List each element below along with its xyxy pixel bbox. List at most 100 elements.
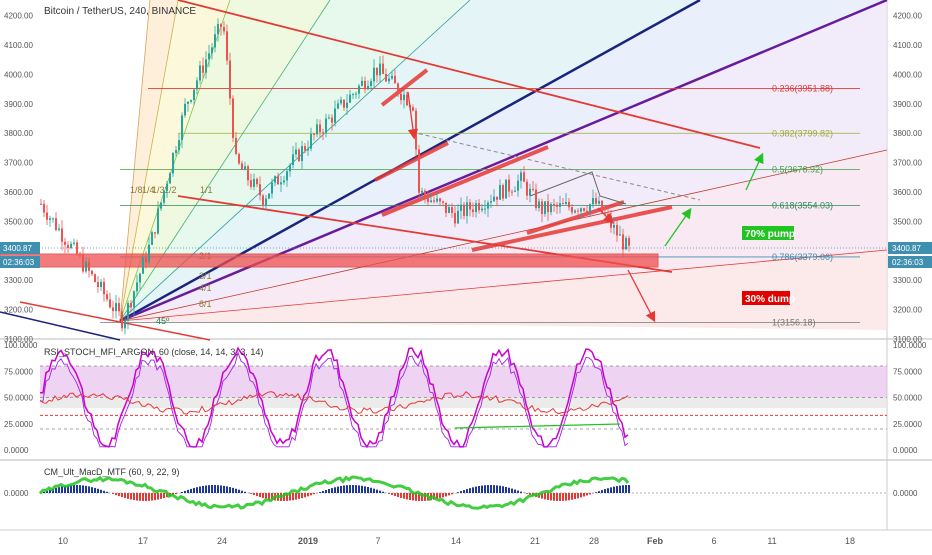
macd-histogram-bar xyxy=(334,487,336,493)
price-candle xyxy=(583,208,585,211)
time-axis-tick: 28 xyxy=(589,536,599,546)
left-price-tick: 3500.00 xyxy=(4,217,33,226)
price-candle xyxy=(586,211,588,212)
macd-histogram-bar xyxy=(457,492,459,493)
price-candle xyxy=(223,27,225,31)
price-candle xyxy=(229,60,231,98)
macd-histogram-bar xyxy=(448,493,450,495)
price-candle xyxy=(469,202,471,209)
rsi-axis-tick: 75.0000 xyxy=(893,367,922,376)
macd-histogram-bar xyxy=(508,488,510,493)
macd-histogram-bar xyxy=(478,486,480,493)
macd-histogram-bar xyxy=(460,491,462,493)
price-axis-tick: 3200.00 xyxy=(893,306,922,315)
price-candle xyxy=(523,172,525,181)
price-candle xyxy=(226,31,228,60)
macd-histogram-bar xyxy=(514,490,516,493)
fib-level-label: 0.5(3676.92) xyxy=(772,164,823,174)
price-candle xyxy=(403,95,405,101)
price-candle xyxy=(619,234,621,235)
price-candle xyxy=(106,294,108,299)
macd-histogram-bar xyxy=(292,493,294,500)
macd-histogram-bar xyxy=(481,486,483,493)
price-candle xyxy=(445,203,447,213)
left-price-tick: 4200.00 xyxy=(4,12,33,21)
macd-histogram-bar xyxy=(373,489,375,493)
price-candle xyxy=(532,189,534,190)
macd-histogram-bar xyxy=(229,487,231,493)
price-candle xyxy=(412,107,414,110)
macd-histogram-bar xyxy=(574,493,576,499)
macd-histogram-bar xyxy=(589,493,591,494)
price-candle xyxy=(238,154,240,163)
price-candle xyxy=(244,166,246,170)
macd-histogram-bar xyxy=(349,485,351,493)
price-candle xyxy=(232,98,234,137)
macd-histogram-bar xyxy=(328,489,330,493)
price-candle xyxy=(91,271,93,274)
macd-histogram-bar xyxy=(223,486,225,493)
macd-histogram-bar xyxy=(361,486,363,493)
price-candle xyxy=(283,180,285,182)
price-candle xyxy=(421,191,423,193)
price-candle xyxy=(331,118,333,123)
macd-histogram-bar xyxy=(595,492,597,493)
time-axis-tick: 14 xyxy=(451,536,461,546)
macd-histogram-bar xyxy=(550,493,552,500)
price-candle xyxy=(64,242,66,245)
macd-histogram-bar xyxy=(475,487,477,493)
macd-histogram-bar xyxy=(376,490,378,493)
price-candle xyxy=(130,303,132,307)
macd-histogram-bar xyxy=(148,493,150,501)
price-candle xyxy=(250,180,252,187)
left-rsi-tick: 0.0000 xyxy=(4,446,29,455)
price-candle xyxy=(385,74,387,81)
macd-histogram-bar xyxy=(232,488,234,493)
macd-histogram-bar xyxy=(133,493,135,500)
macd-histogram-bar xyxy=(526,493,528,494)
macd-histogram-bar xyxy=(547,493,549,500)
macd-histogram-bar xyxy=(187,490,189,493)
price-candle xyxy=(571,207,573,212)
macd-histogram-bar xyxy=(88,486,90,493)
macd-histogram-bar xyxy=(79,485,81,493)
macd-histogram-bar xyxy=(340,486,342,493)
macd-histogram-bar xyxy=(610,487,612,493)
price-candle xyxy=(439,199,441,202)
macd-histogram-bar xyxy=(496,485,498,493)
macd-histogram-bar xyxy=(262,493,264,498)
time-axis-tick: 24 xyxy=(217,536,227,546)
macd-histogram-bar xyxy=(331,488,333,493)
price-candle xyxy=(124,321,126,329)
macd-histogram-bar xyxy=(571,493,573,500)
macd-histogram-bar xyxy=(388,493,390,494)
price-candle xyxy=(184,104,186,115)
macd-histogram-bar xyxy=(505,487,507,493)
price-candle xyxy=(172,153,174,173)
price-candle xyxy=(160,203,162,209)
macd-histogram-bar xyxy=(586,493,588,495)
macd-histogram-bar xyxy=(115,493,117,495)
price-candle xyxy=(451,207,453,213)
macd-histogram-bar xyxy=(196,487,198,493)
macd-histogram-bar xyxy=(184,491,186,493)
macd-histogram-bar xyxy=(250,493,252,494)
macd-histogram-bar xyxy=(544,493,546,499)
support-zone xyxy=(0,254,658,267)
time-axis-tick: 10 xyxy=(58,536,68,546)
macd-histogram-bar xyxy=(625,485,627,493)
macd-indicator-title: CM_Ult_MacD_MTF (60, 9, 22, 9) xyxy=(44,467,180,477)
price-candle xyxy=(310,134,312,149)
time-axis-tick: 21 xyxy=(530,536,540,546)
price-candle xyxy=(241,163,243,170)
price-candle xyxy=(142,258,144,274)
price-candle xyxy=(397,83,399,94)
time-axis-tick: 7 xyxy=(375,536,380,546)
price-candle xyxy=(247,166,249,180)
price-candle xyxy=(568,202,570,207)
price-candle xyxy=(127,303,129,321)
left-rsi-tick: 50.0000 xyxy=(4,394,33,403)
price-candle xyxy=(490,201,492,202)
price-axis-tick: 3600.00 xyxy=(893,188,922,197)
